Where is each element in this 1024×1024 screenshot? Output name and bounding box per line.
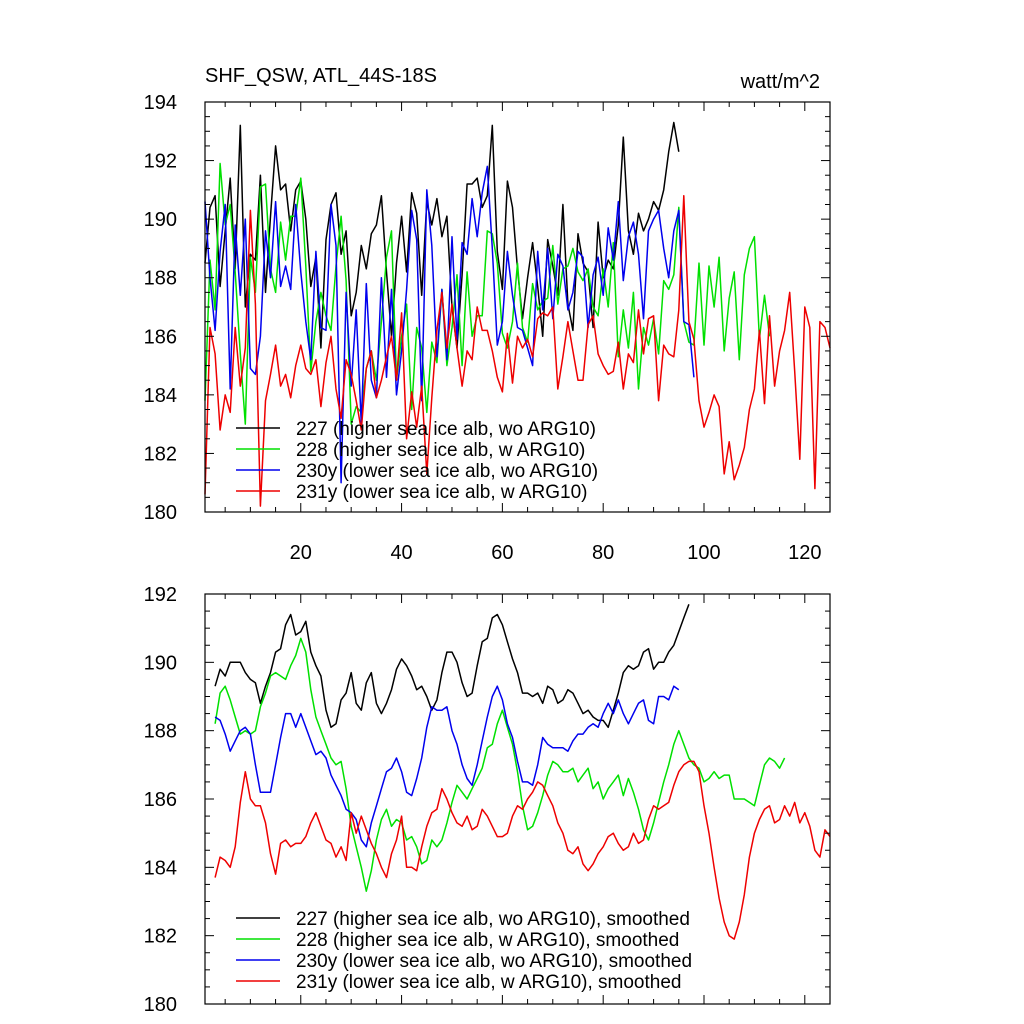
legend-label: 230y (lower sea ice alb, wo ARG10) [296,461,598,482]
legend-label: 227 (higher sea ice alb, wo ARG10) [296,419,596,440]
y-tick-label: 188 [144,268,177,290]
y-tick-label: 182 [144,443,177,465]
x-tick-label: 80 [592,542,614,564]
units-label: watt/m^2 [740,71,820,93]
y-tick-label: 184 [144,385,177,407]
panel-1: 180 182 184 186 188 190 192 194 20 40 60 80 100 120 SH… [144,65,831,564]
legend-label: 227 (higher sea ice alb, wo ARG10), smoo… [296,909,690,930]
legend-label: 231y (lower sea ice alb, w ARG10) [296,482,587,503]
y-tick-label: 180 [144,502,177,524]
legend: 227 (higher sea ice alb, wo ARG10)228 (h… [236,419,598,503]
y-tick-label: 184 [144,857,177,879]
series-line-1-1 [204,121,680,349]
y-tick-label: 192 [144,584,177,606]
legend-label: 230y (lower sea ice alb, wo ARG10), smoo… [296,951,692,972]
legend-label: 231y (lower sea ice alb, w ARG10), smoot… [296,972,681,993]
legend-label: 228 (higher sea ice alb, w ARG10), smoot… [296,930,679,951]
series-line-1-2 [204,162,771,425]
series-line-2-4 [214,760,831,940]
y-tick-label: 190 [144,209,177,231]
y-tick-label: 194 [144,92,177,114]
y-tick-label: 186 [144,326,177,348]
y-tick-label: 182 [144,926,177,948]
x-tick-label: 40 [390,542,412,564]
y-tick-label: 188 [144,721,177,743]
y-tick-label: 190 [144,652,177,674]
legend: 227 (higher sea ice alb, wo ARG10), smoo… [236,909,692,993]
series-line-1-4 [204,194,831,507]
x-tick-label: 120 [788,542,821,564]
x-tick-label: 100 [687,542,720,564]
y-tick-label: 180 [144,994,177,1016]
series-line-2-3 [214,685,680,848]
y-tick-label: 186 [144,789,177,811]
series-line-1-3 [204,165,695,484]
x-tick-label: 20 [290,542,312,564]
x-tick-label: 60 [491,542,513,564]
series-line-2-1 [214,604,690,729]
panel-2: 180 182 184 186 188 190 192 227 (higher sea ice… [144,584,831,1016]
series-line-2-2 [214,637,786,892]
legend-label: 228 (higher sea ice alb, w ARG10) [296,440,585,461]
y-tick-label: 192 [144,151,177,173]
chart-title: SHF_QSW, ATL_44S-18S [205,65,437,87]
